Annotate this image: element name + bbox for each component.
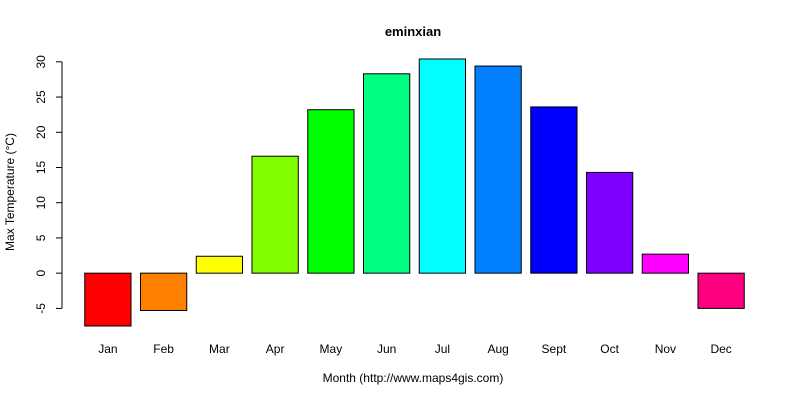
x-tick-labels: Jan Feb Mar Apr May Jun Jul Aug Sept Oct Nov Dec bbox=[98, 342, 732, 356]
x-tick-label: Apr bbox=[266, 342, 285, 356]
y-tick-label: 5 bbox=[34, 234, 48, 241]
y-tick-label: 20 bbox=[34, 125, 48, 139]
x-tick-label: Oct bbox=[600, 342, 619, 356]
bar-apr bbox=[251, 155, 299, 274]
bar-nov bbox=[641, 253, 690, 274]
chart-title: eminxian bbox=[385, 24, 441, 39]
y-axis: -5 0 5 10 15 20 25 30 bbox=[34, 55, 63, 314]
bar-dec bbox=[697, 272, 745, 309]
y-tick-label: 30 bbox=[34, 55, 48, 69]
x-tick-label: Aug bbox=[487, 342, 508, 356]
x-tick-label: Mar bbox=[209, 342, 230, 356]
x-axis-label: Month (http://www.maps4gis.com) bbox=[323, 371, 504, 385]
bar-jun bbox=[362, 73, 411, 274]
bar-jul bbox=[418, 58, 467, 274]
x-tick-label: May bbox=[320, 342, 343, 356]
bar-jan bbox=[84, 272, 132, 327]
y-tick-label: 10 bbox=[34, 196, 48, 210]
x-tick-label: Jul bbox=[435, 342, 450, 356]
x-tick-label: Dec bbox=[710, 342, 731, 356]
x-tick-label: Sept bbox=[542, 342, 567, 356]
bar-sept bbox=[530, 106, 578, 274]
bar-feb bbox=[139, 272, 188, 312]
bars bbox=[84, 58, 745, 327]
x-tick-label: Jan bbox=[98, 342, 117, 356]
y-tick-label: 0 bbox=[34, 270, 48, 277]
bar-mar bbox=[195, 255, 244, 274]
y-tick-label: 15 bbox=[34, 160, 48, 174]
bar-aug bbox=[474, 65, 522, 274]
y-tick-label: -5 bbox=[34, 303, 48, 314]
bar-oct bbox=[585, 171, 634, 274]
y-axis-label: Max Temperature (°C) bbox=[3, 133, 17, 251]
x-tick-label: Feb bbox=[153, 342, 174, 356]
bar-may bbox=[307, 109, 355, 274]
y-tick-label: 25 bbox=[34, 90, 48, 104]
x-tick-label: Jun bbox=[377, 342, 396, 356]
x-tick-label: Nov bbox=[655, 342, 676, 356]
